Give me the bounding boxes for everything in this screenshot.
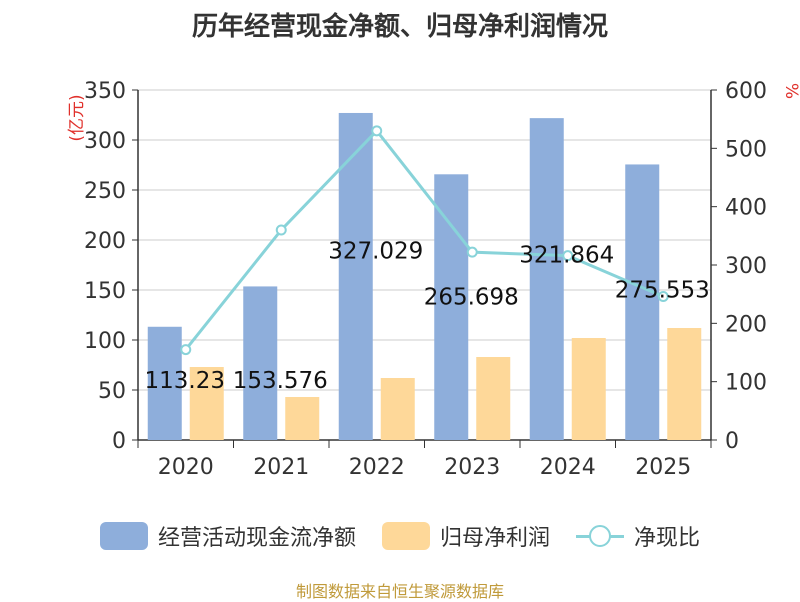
y-right-tick-label: 400 [725,196,767,221]
bar-operating-cashflow [243,286,278,440]
y-left-tick-label: 200 [84,229,126,254]
point-cash-ratio [562,250,574,262]
y-left-tick-label: 250 [84,179,126,204]
legend-line-marker-icon [576,522,624,550]
point-cash-ratio [275,224,287,236]
x-tick-label: 2021 [253,455,309,480]
legend-item-operating-cashflow[interactable]: 经营活动现金流净额 [99,520,356,552]
point-cash-ratio [371,125,383,137]
point-cash-ratio [657,291,669,302]
legend-item-cash-ratio[interactable]: 净现比 [576,520,700,552]
y-right-tick-label: 300 [725,254,767,279]
x-tick-label: 2022 [349,455,405,480]
y-right-tick-label: 100 [725,371,767,396]
y-left-tick-label: 350 [84,79,126,104]
bar-operating-cashflow [625,164,660,440]
x-tick-label: 2025 [635,455,691,480]
legend-label-net-profit: 归母净利润 [439,526,550,551]
y-left-tick-label: 100 [84,329,126,354]
data-label-operating-cashflow: 275.553 [615,277,710,303]
y-left-tick-label: 150 [84,279,126,304]
legend-label-cash-ratio: 净现比 [634,526,701,551]
legend-swatch-net-profit [381,522,430,550]
bar-net-profit [667,328,702,440]
data-label-operating-cashflow: 265.698 [424,285,519,311]
point-cash-ratio [180,344,192,356]
data-label-operating-cashflow: 113.23 [145,368,225,394]
bar-operating-cashflow [338,112,373,440]
chart-title: 历年经营现金净额、归母净利润情况 [191,12,608,42]
y-left-tick-label: 0 [112,429,126,454]
bar-operating-cashflow [529,118,564,441]
data-label-operating-cashflow: 321.864 [519,243,614,269]
y-left-tick-label: 300 [84,129,126,154]
data-label-operating-cashflow: 153.576 [233,368,328,394]
legend-swatch-operating-cashflow [99,522,148,550]
data-label-operating-cashflow: 327.029 [328,239,423,265]
y-right-tick-label: 500 [725,137,767,162]
bar-net-profit [285,397,320,440]
y-left-axis-label: (亿元) [67,94,87,141]
line-cash-ratio [184,128,664,351]
point-cash-ratio [466,246,478,258]
y-right-tick-label: 600 [725,79,767,104]
legend-item-net-profit[interactable]: 归母净利润 [381,520,550,552]
y-right-tick-label: 0 [725,429,739,454]
y-right-axis-label: % [781,83,800,99]
legend-label-operating-cashflow: 经营活动现金流净额 [157,526,356,551]
bar-net-profit [476,357,511,440]
y-right-tick-label: 200 [725,312,767,337]
x-tick-label: 2020 [158,455,214,480]
source-note: 制图数据来自恒生聚源数据库 [295,582,504,601]
x-tick-label: 2023 [444,455,500,480]
y-left-tick-label: 50 [98,379,126,404]
legend: 经营活动现金流净额 归母净利润 净现比 [0,516,800,556]
bar-operating-cashflow [434,174,469,440]
bar-net-profit [571,338,606,440]
bar-net-profit [189,367,224,440]
bar-operating-cashflow [147,326,182,440]
bar-net-profit [380,378,415,440]
x-tick-label: 2024 [540,455,596,480]
